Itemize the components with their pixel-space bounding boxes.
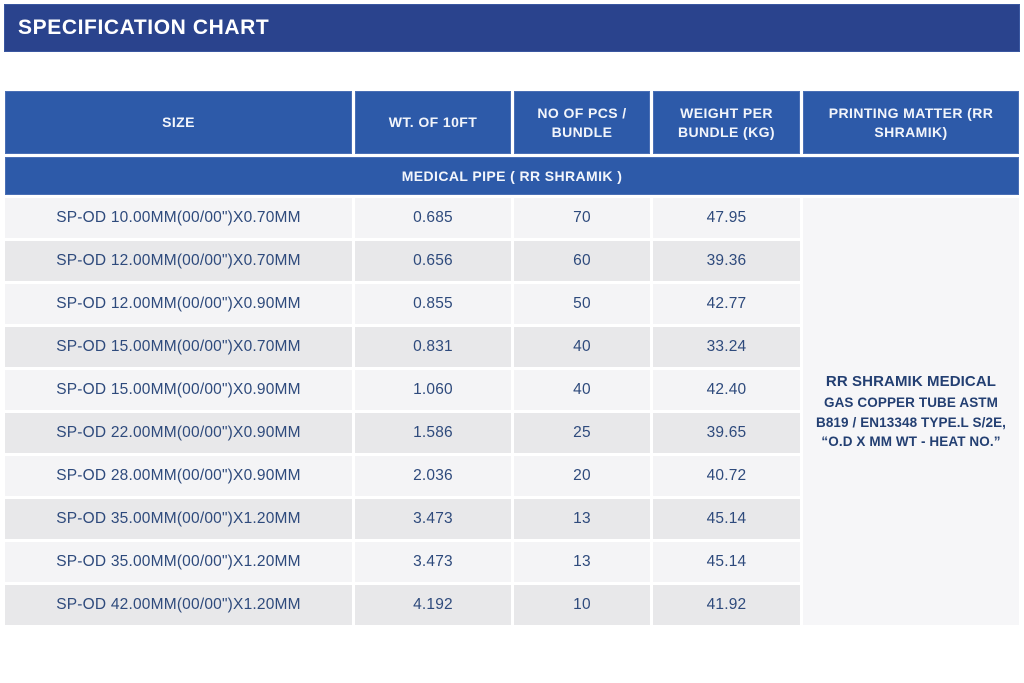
cell-size: SP-OD 15.00MM(00/00")X0.70MM [5, 327, 352, 367]
cell-weight_per_bundle_kg: 39.36 [653, 241, 800, 281]
column-header-wt_of_10ft: WT. OF 10FT [355, 91, 511, 154]
cell-weight_per_bundle_kg: 39.65 [653, 413, 800, 453]
cell-weight_per_bundle_kg: 47.95 [653, 198, 800, 238]
printing-matter-line: GAS COPPER TUBE ASTM [823, 395, 998, 411]
cell-wt_of_10ft: 0.855 [355, 284, 511, 324]
cell-wt_of_10ft: 3.473 [355, 542, 511, 582]
printing-matter-line: B819 / EN13348 TYPE.L S/2E, [815, 414, 1007, 430]
cell-size: SP-OD 42.00MM(00/00")X1.20MM [5, 585, 352, 625]
cell-wt_of_10ft: 2.036 [355, 456, 511, 496]
cell-size: SP-OD 22.00MM(00/00")X0.90MM [5, 413, 352, 453]
printing-matter-cell: RR SHRAMIK MEDICAL GAS COPPER TUBE ASTM B8… [803, 198, 1019, 625]
section-header: MEDICAL PIPE ( RR SHRAMIK ) [5, 157, 1019, 195]
cell-size: SP-OD 28.00MM(00/00")X0.90MM [5, 456, 352, 496]
cell-weight_per_bundle_kg: 40.72 [653, 456, 800, 496]
column-header-size: SIZE [5, 91, 352, 154]
cell-weight_per_bundle_kg: 33.24 [653, 327, 800, 367]
cell-pcs_per_bundle: 50 [514, 284, 650, 324]
cell-wt_of_10ft: 1.060 [355, 370, 511, 410]
cell-wt_of_10ft: 3.473 [355, 499, 511, 539]
cell-weight_per_bundle_kg: 45.14 [653, 499, 800, 539]
column-header-weight_per_bundle_kg: WEIGHT PER BUNDLE (KG) [653, 91, 800, 154]
cell-size: SP-OD 35.00MM(00/00")X1.20MM [5, 499, 352, 539]
cell-pcs_per_bundle: 70 [514, 198, 650, 238]
page-title: SPECIFICATION CHART [18, 16, 270, 39]
printing-matter-line: “O.D X MM WT - HEAT NO.” [821, 434, 1001, 450]
cell-pcs_per_bundle: 40 [514, 370, 650, 410]
printing-matter-line: RR SHRAMIK MEDICAL [825, 373, 997, 391]
cell-pcs_per_bundle: 40 [514, 327, 650, 367]
cell-weight_per_bundle_kg: 42.77 [653, 284, 800, 324]
cell-wt_of_10ft: 0.656 [355, 241, 511, 281]
table-body: SP-OD 10.00MM(00/00")X0.70MM 0.685 70 47.95… [5, 198, 1019, 625]
specification-table: SIZE WT. OF 10FT NO OF PCS / BUNDLE WEIGHT … [5, 91, 1019, 625]
cell-size: SP-OD 12.00MM(00/00")X0.90MM [5, 284, 352, 324]
table-header-row: SIZE WT. OF 10FT NO OF PCS / BUNDLE WEIGHT … [5, 91, 1019, 154]
cell-size: SP-OD 12.00MM(00/00")X0.70MM [5, 241, 352, 281]
cell-pcs_per_bundle: 25 [514, 413, 650, 453]
cell-pcs_per_bundle: 20 [514, 456, 650, 496]
cell-size: SP-OD 35.00MM(00/00")X1.20MM [5, 542, 352, 582]
cell-pcs_per_bundle: 13 [514, 542, 650, 582]
cell-size: SP-OD 10.00MM(00/00")X0.70MM [5, 198, 352, 238]
cell-weight_per_bundle_kg: 45.14 [653, 542, 800, 582]
cell-wt_of_10ft: 4.192 [355, 585, 511, 625]
column-header-pcs_per_bundle: NO OF PCS / BUNDLE [514, 91, 650, 154]
cell-wt_of_10ft: 0.685 [355, 198, 511, 238]
cell-wt_of_10ft: 1.586 [355, 413, 511, 453]
cell-weight_per_bundle_kg: 41.92 [653, 585, 800, 625]
page-title-bar: SPECIFICATION CHART [4, 4, 1020, 52]
cell-pcs_per_bundle: 10 [514, 585, 650, 625]
column-header-printing_matter: PRINTING MATTER (RR SHRAMIK) [803, 91, 1019, 154]
cell-size: SP-OD 15.00MM(00/00")X0.90MM [5, 370, 352, 410]
cell-pcs_per_bundle: 13 [514, 499, 650, 539]
cell-pcs_per_bundle: 60 [514, 241, 650, 281]
cell-weight_per_bundle_kg: 42.40 [653, 370, 800, 410]
cell-wt_of_10ft: 0.831 [355, 327, 511, 367]
